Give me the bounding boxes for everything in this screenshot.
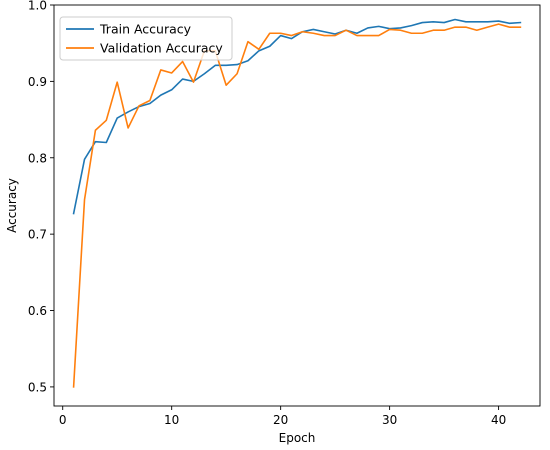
- x-tick-label: 20: [273, 413, 288, 427]
- series-layer: [72, 18, 522, 388]
- y-tick-label: 0.7: [28, 228, 47, 242]
- legend: Train Accuracy Validation Accuracy: [59, 16, 233, 61]
- y-tick-label: 1.0: [28, 0, 47, 13]
- y-tick-label: 0.8: [28, 151, 47, 165]
- x-axis-label: Epoch: [279, 431, 316, 445]
- x-tick-label: 0: [59, 413, 67, 427]
- validation-accuracy-line: [72, 23, 522, 388]
- x-tick-label: 10: [164, 413, 179, 427]
- y-tick-label: 0.6: [28, 304, 47, 318]
- x-tick-label: 40: [491, 413, 506, 427]
- x-tick-label: 30: [382, 413, 397, 427]
- legend-label: Train Accuracy: [99, 22, 192, 37]
- train-accuracy-line: [72, 18, 522, 215]
- legend-box: [59, 16, 233, 61]
- y-tick-label: 0.5: [28, 380, 47, 394]
- y-tick-label: 0.9: [28, 75, 47, 89]
- axes-frame: [53, 4, 541, 407]
- legend-label: Validation Accuracy: [100, 41, 223, 56]
- axes-layer: 0 10 20 30 40 0.5 0.6 0.7 0.8 0.9 1.0: [28, 0, 541, 427]
- plot-area: [54, 5, 540, 406]
- y-axis-label: Accuracy: [5, 178, 19, 233]
